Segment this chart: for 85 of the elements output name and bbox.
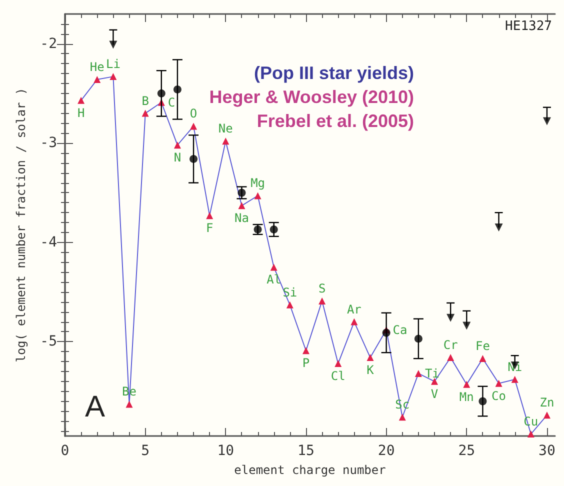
x-tick-label: 5 — [141, 443, 150, 459]
data-label: Li — [106, 57, 120, 72]
point — [382, 328, 390, 337]
data-label: O — [190, 106, 198, 121]
x-tick-label: 20 — [378, 443, 395, 459]
point — [366, 354, 374, 362]
data-label: Ni — [508, 360, 522, 374]
data-label: Cl — [330, 369, 346, 384]
point — [142, 110, 149, 117]
point — [431, 378, 438, 385]
data-label: B — [142, 94, 149, 108]
point — [495, 380, 502, 387]
point — [542, 117, 551, 126]
data-label: N — [174, 150, 182, 165]
data-label: F — [206, 221, 214, 236]
annotation: Frebel et al. (2005) — [256, 111, 414, 131]
data-label: Mg — [250, 176, 266, 190]
data-label: Ti — [424, 366, 440, 380]
point — [238, 202, 246, 210]
data-label: Ar — [346, 302, 362, 316]
point — [270, 264, 278, 271]
annotation: (Pop III star yields) — [254, 63, 414, 83]
data-label: He — [90, 60, 104, 74]
data-label: Mn — [459, 390, 474, 404]
data-label: H — [77, 106, 85, 120]
data-label: S — [318, 281, 326, 296]
y-tick-label: -4 — [40, 234, 57, 250]
point — [286, 301, 294, 308]
data-label: Ne — [218, 122, 233, 136]
annotation: Heger & Woosley (2010) — [209, 87, 414, 107]
point — [398, 414, 406, 421]
data-label: Cr — [443, 338, 458, 352]
data-label: Al — [266, 272, 282, 287]
point — [318, 297, 326, 304]
x-tick-label: 30 — [538, 443, 556, 459]
point — [222, 138, 230, 145]
y-tick-label: -3 — [40, 135, 57, 152]
x-tick-label: 0 — [60, 443, 70, 459]
data-label: P — [302, 356, 310, 370]
point — [173, 85, 182, 94]
point — [174, 142, 181, 149]
point — [414, 370, 422, 377]
data-label: K — [366, 363, 375, 378]
data-label: C — [168, 95, 176, 110]
point — [238, 188, 246, 197]
point — [206, 212, 214, 220]
data-label: Na — [234, 211, 249, 226]
point — [126, 400, 133, 408]
point — [270, 225, 278, 234]
point — [334, 360, 342, 368]
point — [462, 322, 471, 330]
point — [302, 347, 310, 354]
point — [110, 73, 117, 80]
data-label: V — [430, 386, 438, 401]
x-tick-label: 10 — [217, 443, 234, 459]
annotation: A — [85, 390, 106, 424]
point — [447, 354, 454, 362]
annotation: HE1327 — [505, 19, 552, 34]
point — [157, 89, 166, 98]
data-label: Fe — [475, 339, 490, 354]
point — [414, 334, 422, 343]
point — [190, 122, 198, 130]
point — [190, 154, 198, 163]
point — [543, 412, 550, 419]
point — [94, 76, 101, 84]
x-axis-title: element charge number — [234, 463, 386, 477]
x-tick-label: 15 — [298, 443, 314, 459]
point — [350, 318, 358, 326]
point — [78, 96, 85, 104]
y-axis-title: log( element number fraction / solar ) — [14, 88, 28, 362]
x-tick-label: 25 — [458, 443, 476, 459]
y-tick-label: -5 — [40, 334, 57, 350]
point — [109, 40, 118, 49]
point — [511, 376, 518, 383]
data-label: Zn — [540, 396, 554, 410]
point — [254, 192, 262, 200]
point — [527, 430, 534, 438]
point — [494, 223, 503, 232]
point — [463, 380, 470, 388]
data-label: Co — [492, 388, 506, 403]
data-label: Ca — [392, 322, 408, 337]
point — [479, 355, 486, 362]
y-tick-label: -2 — [40, 36, 57, 52]
point — [446, 314, 455, 322]
point — [478, 397, 487, 406]
